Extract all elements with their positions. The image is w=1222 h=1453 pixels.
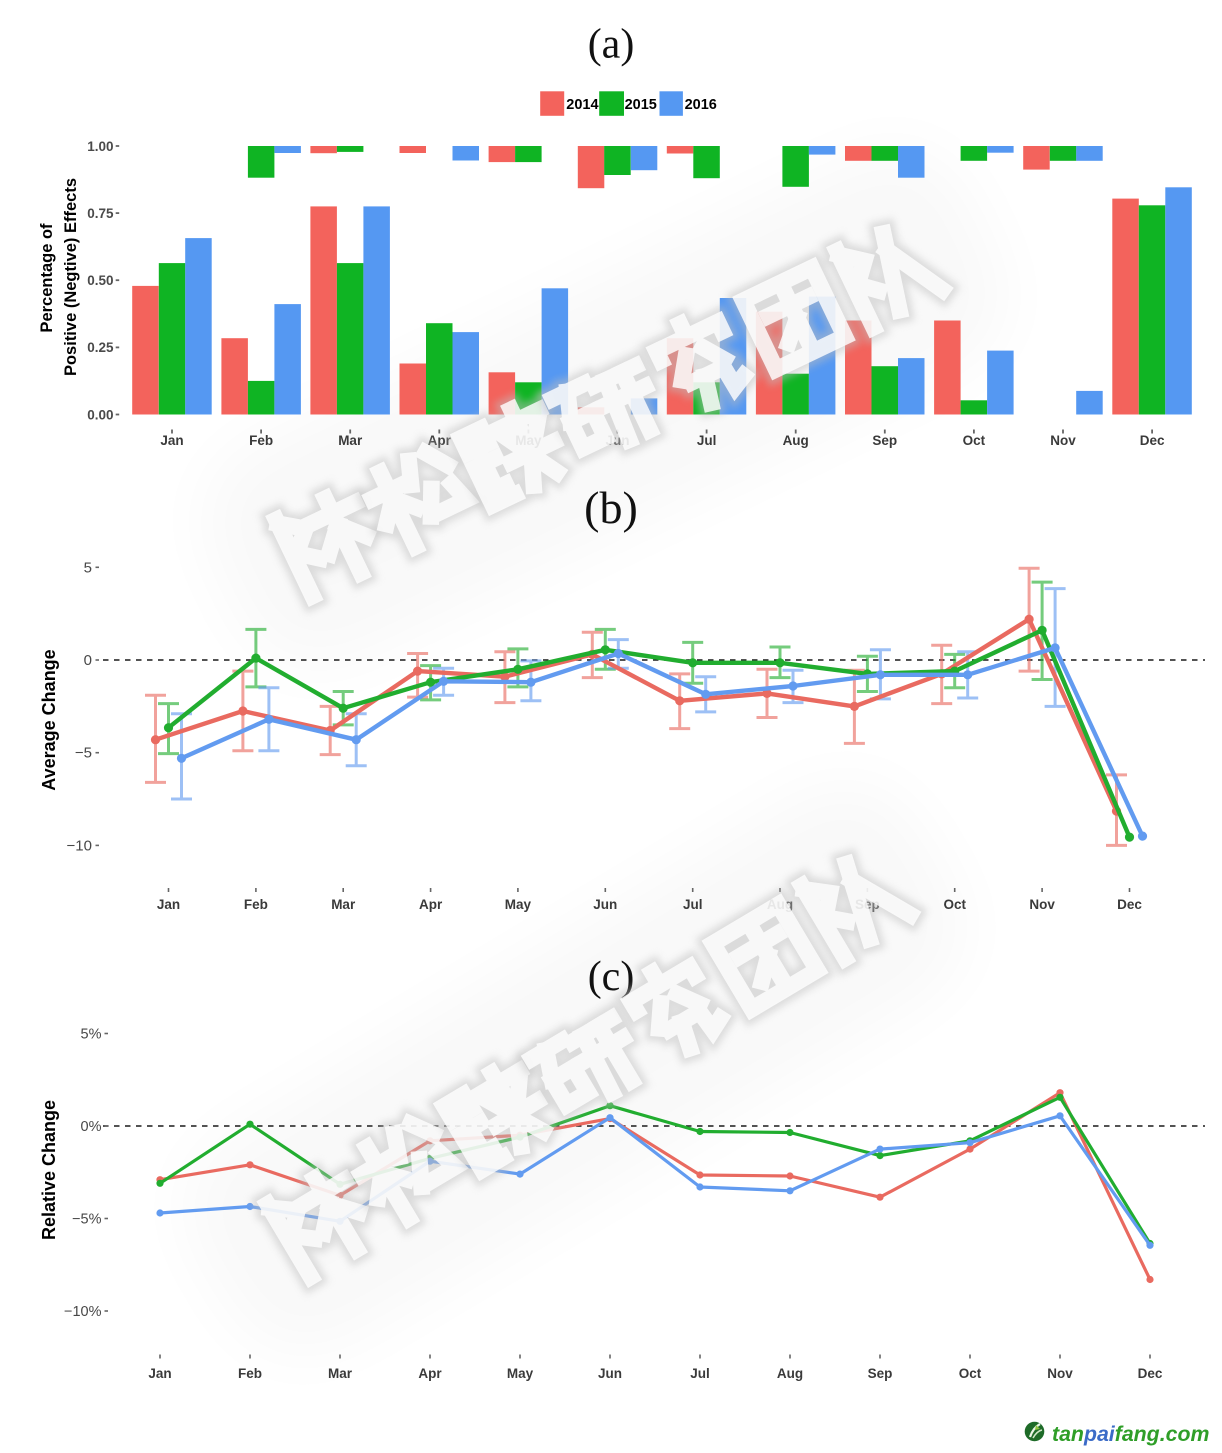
svg-text:Aug: Aug (777, 1366, 803, 1381)
svg-text:Nov: Nov (1029, 897, 1055, 912)
svg-text:−10: −10 (67, 837, 92, 854)
svg-text:Oct: Oct (959, 1366, 982, 1381)
svg-text:0.50: 0.50 (87, 273, 113, 288)
svg-text:Oct: Oct (963, 433, 986, 448)
svg-text:0%: 0% (81, 1119, 102, 1135)
svg-text:Feb: Feb (244, 897, 268, 912)
svg-text:−5: −5 (75, 745, 92, 762)
svg-text:5: 5 (84, 559, 92, 576)
svg-text:Nov: Nov (1047, 1366, 1073, 1381)
svg-text:Jul: Jul (683, 897, 703, 912)
svg-text:Jun: Jun (598, 1366, 622, 1381)
svg-text:May: May (507, 1366, 534, 1381)
svg-text:Dec: Dec (1138, 1366, 1163, 1381)
svg-text:Average Change: Average Change (39, 649, 59, 790)
svg-text:(b): (b) (584, 482, 638, 533)
svg-text:Percentage of: Percentage of (38, 223, 56, 333)
svg-text:0.25: 0.25 (87, 340, 114, 355)
svg-text:−10%: −10% (64, 1304, 102, 1320)
svg-text:Aug: Aug (783, 433, 809, 448)
svg-text:Mar: Mar (338, 433, 363, 448)
svg-text:Apr: Apr (418, 1366, 442, 1381)
svg-text:2014: 2014 (566, 97, 598, 113)
svg-text:Feb: Feb (238, 1366, 262, 1381)
svg-text:Jan: Jan (148, 1366, 171, 1381)
svg-text:Jan: Jan (157, 897, 180, 912)
svg-text:1.00: 1.00 (87, 139, 113, 154)
svg-text:Dec: Dec (1117, 897, 1142, 912)
svg-text:Dec: Dec (1140, 433, 1165, 448)
svg-text:Relative Change: Relative Change (39, 1100, 59, 1240)
svg-text:(a): (a) (588, 22, 635, 68)
svg-text:Feb: Feb (249, 433, 273, 448)
svg-text:Sep: Sep (868, 1366, 893, 1381)
svg-text:tanpaifang.com: tanpaifang.com (1052, 1422, 1209, 1446)
svg-text:Mar: Mar (331, 897, 356, 912)
svg-text:5%: 5% (81, 1027, 102, 1043)
svg-text:Positive (Negtive) Effects: Positive (Negtive) Effects (62, 178, 80, 376)
svg-text:2015: 2015 (625, 97, 657, 113)
svg-text:2016: 2016 (685, 97, 717, 113)
svg-text:Jun: Jun (593, 897, 617, 912)
svg-text:Jul: Jul (690, 1366, 710, 1381)
svg-text:Nov: Nov (1050, 433, 1076, 448)
svg-text:Sep: Sep (872, 433, 897, 448)
svg-text:Oct: Oct (943, 897, 966, 912)
svg-text:0: 0 (84, 652, 92, 669)
svg-text:May: May (505, 897, 532, 912)
svg-text:Mar: Mar (328, 1366, 353, 1381)
svg-text:0.75: 0.75 (87, 206, 114, 221)
svg-text:0.00: 0.00 (87, 407, 113, 422)
svg-text:Apr: Apr (419, 897, 443, 912)
svg-text:Jul: Jul (697, 433, 717, 448)
svg-text:−5%: −5% (72, 1212, 102, 1228)
svg-text:Jan: Jan (160, 433, 183, 448)
